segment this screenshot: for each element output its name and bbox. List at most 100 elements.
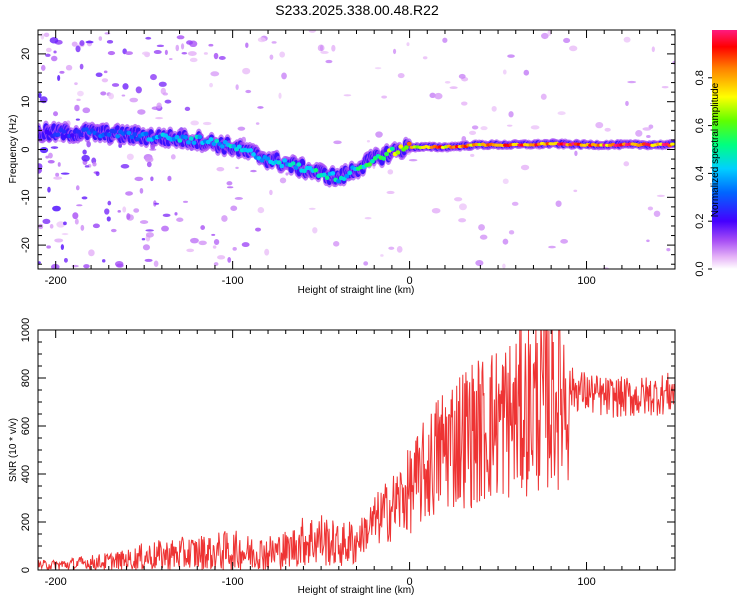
spectrogram-noise-blob xyxy=(75,118,80,121)
x-tick-label: -100 xyxy=(222,275,244,287)
x-tick-label: -200 xyxy=(45,275,67,287)
spectrogram-noise-blob xyxy=(139,220,149,224)
spectrogram-noise-blob xyxy=(59,70,65,74)
spectrogram-noise-blob xyxy=(107,200,112,206)
spectrogram-noise-blob xyxy=(386,190,395,195)
y-tick-label: 20 xyxy=(20,48,32,60)
spectrogram-noise-blob xyxy=(530,125,540,130)
spectrogram-ridge-core xyxy=(341,176,347,182)
colorbar-tick-label: 0.0 xyxy=(694,261,706,276)
spectrogram-noise-blob xyxy=(54,238,64,243)
x-tick-label: -100 xyxy=(222,576,244,588)
spectrogram-noise-blob xyxy=(198,240,207,246)
spectrogram-noise-blob xyxy=(227,257,232,263)
spectrogram-noise-blob xyxy=(190,120,199,126)
spectrogram-noise-blob xyxy=(279,177,287,184)
spectrogram-noise-blob xyxy=(167,175,172,182)
spectrogram-ridge-core xyxy=(78,132,84,137)
spectrogram-noise-blob xyxy=(202,121,212,126)
spectrogram-ridge-core xyxy=(143,131,149,137)
snr-series-line xyxy=(38,330,675,570)
spectrogram-noise-blob xyxy=(83,264,90,269)
spectrogram-noise-blob xyxy=(226,186,234,189)
spectrogram-noise-blob xyxy=(257,207,265,214)
spectrogram-noise-blob xyxy=(45,53,51,57)
spectrogram-noise-blob xyxy=(635,130,643,137)
spectrogram-noise-blob xyxy=(343,94,352,97)
spectrogram-noise-blob xyxy=(110,228,117,233)
spectrogram-noise-blob xyxy=(153,50,162,55)
spectrogram-noise-blob xyxy=(98,36,103,41)
spectrogram-noise-blob xyxy=(129,97,139,103)
spectrogram-noise-blob xyxy=(181,51,188,55)
spectrogram-noise-blob xyxy=(55,172,60,177)
spectrogram-noise-blob xyxy=(235,84,239,90)
snr-ylabel: SNR (10 * v/v) xyxy=(8,418,19,482)
spectrogram-noise-blob xyxy=(269,189,273,196)
spectrogram-noise-blob xyxy=(661,85,669,89)
spectrogram-noise-blob xyxy=(213,52,219,60)
spectrogram-noise-blob xyxy=(458,73,466,79)
spectrogram-noise-blob xyxy=(454,197,463,202)
spectrogram-noise-blob xyxy=(40,33,45,40)
spectrogram-noise-blob xyxy=(646,134,651,138)
spectrogram-noise-blob xyxy=(38,92,42,99)
spectrogram-noise-blob xyxy=(458,203,467,211)
spectrogram-noise-blob xyxy=(374,67,382,70)
spectrogram-noise-blob xyxy=(333,241,340,247)
spectrogram-noise-blob xyxy=(511,201,519,206)
y-tick-label: 400 xyxy=(20,465,32,483)
spectrogram-ridge-core xyxy=(276,160,282,165)
spectrogram-noise-blob xyxy=(548,245,556,249)
spectrogram-ridge-core xyxy=(186,140,191,145)
spectrogram-ridge-core xyxy=(248,148,254,153)
spectrogram-frame xyxy=(37,29,676,270)
spectrogram-ridge-core xyxy=(231,144,237,149)
y-tick-label: 800 xyxy=(20,369,32,387)
spectrogram-noise-blob xyxy=(211,233,216,236)
spectrogram-ridge-core xyxy=(191,140,197,146)
spectrogram-noise-blob xyxy=(46,245,51,249)
spectrogram-noise-blob xyxy=(176,217,184,222)
spectrogram-noise-blob xyxy=(241,242,250,248)
spectrogram-noise-blob xyxy=(95,72,103,77)
spectrogram-noise-blob xyxy=(42,218,51,225)
spectrogram-noise-blob xyxy=(460,101,468,106)
spectrogram-noise-blob xyxy=(502,238,509,245)
spectrogram-noise-blob xyxy=(74,104,80,112)
spectrogram-noise-blob xyxy=(281,72,287,80)
spectrogram-noise-blob xyxy=(116,263,124,268)
spectrogram-noise-blob xyxy=(100,91,107,96)
spectrogram-noise-blob xyxy=(235,166,239,170)
spectrogram-noise-blob xyxy=(200,225,206,230)
spectrogram-noise-blob xyxy=(150,73,157,81)
spectrogram-ridge-core xyxy=(265,156,271,161)
spectrogram-ridge-core xyxy=(403,145,409,150)
spectrogram-noise-blob xyxy=(53,50,57,54)
x-tick-label: 100 xyxy=(577,576,595,588)
spectrogram-ridge-core xyxy=(197,134,203,140)
spectrogram-noise-blob xyxy=(647,206,654,211)
spectrogram-noise-blob xyxy=(325,59,333,64)
spectrogram-noise-blob xyxy=(168,58,173,61)
spectrogram-ridge-core xyxy=(330,171,336,176)
spectrogram-noise-blob xyxy=(174,212,178,216)
spectrogram-noise-blob xyxy=(213,239,220,245)
spectrogram-noise-blob xyxy=(623,36,631,43)
spectrogram-noise-blob xyxy=(212,245,217,249)
spectrogram-noise-blob xyxy=(61,233,69,236)
spectrogram-ridge-core xyxy=(347,170,353,176)
spectrogram-noise-blob xyxy=(366,139,370,143)
spectrogram-noise-blob xyxy=(120,164,130,169)
y-tick-label: 600 xyxy=(20,417,32,435)
spectrogram-noise-blob xyxy=(144,156,154,163)
spectrogram-ridge-core xyxy=(296,162,302,167)
spectrogram-noise-blob xyxy=(387,169,394,175)
spectrogram-noise-blob xyxy=(82,149,87,155)
spectrogram-noise-blob xyxy=(75,185,80,191)
spectrogram-noise-blob xyxy=(49,37,59,44)
spectrogram-noise-blob xyxy=(146,161,152,168)
